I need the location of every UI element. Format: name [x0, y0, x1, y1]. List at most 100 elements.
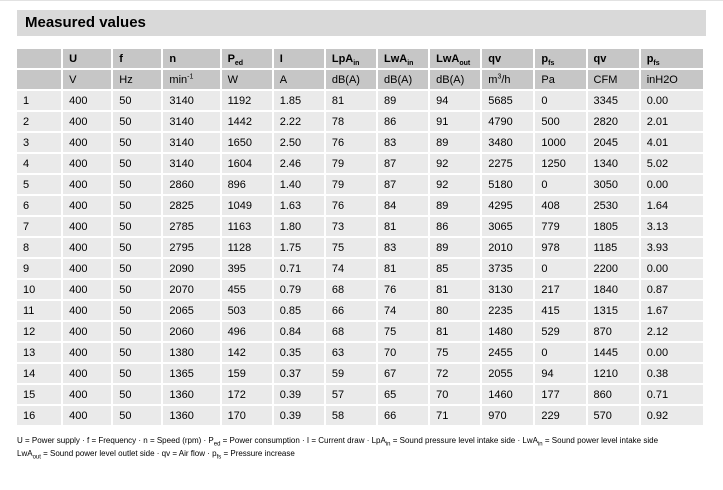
- cell-r8-lpa_in: 75: [325, 238, 376, 257]
- cell-r2-i: 2.22: [273, 112, 324, 131]
- cell-r12-ped: 496: [221, 322, 272, 341]
- cell-r10-index: 10: [17, 280, 62, 299]
- cell-r16-lwa_in: 66: [377, 406, 429, 425]
- text-sup: 3: [497, 72, 502, 80]
- cell-r4-lwa_out: 92: [430, 154, 481, 173]
- cell-r15-f: 50: [113, 385, 162, 404]
- cell-r6-lwa_in: 84: [377, 196, 429, 215]
- cell-r5-lwa_out: 92: [430, 175, 481, 194]
- col-unit-index: [17, 70, 62, 89]
- text-sub: fs: [548, 59, 555, 67]
- cell-r12-pfs_pa: 529: [535, 322, 586, 341]
- cell-r10-f: 50: [113, 280, 162, 299]
- cell-r9-ped: 395: [221, 259, 272, 278]
- text: P: [227, 52, 235, 65]
- text: W: [227, 73, 238, 86]
- table-row-4: 4 400 50 3140 1604 2.46 79 87 92 2275 1250 1340 5.02: [17, 154, 703, 173]
- cell-r13-pfs_inh2o: 0.00: [640, 343, 703, 362]
- text: p: [541, 52, 549, 65]
- text-sub: in: [407, 59, 414, 67]
- cell-r5-n: 2860: [163, 175, 220, 194]
- cell-r5-index: 5: [17, 175, 62, 194]
- cell-r2-f: 50: [113, 112, 162, 131]
- cell-r3-n: 3140: [163, 133, 220, 152]
- cell-r1-lpa_in: 81: [325, 91, 376, 110]
- col-unit-qv_m3h: m3/h: [482, 70, 534, 89]
- col-unit-pfs_pa: Pa: [535, 70, 586, 89]
- cell-r6-u: 400: [63, 196, 112, 215]
- text: Hz: [119, 73, 133, 86]
- cell-r2-pfs_inh2o: 2.01: [640, 112, 703, 131]
- cell-r1-i: 1.85: [273, 91, 324, 110]
- cell-r14-i: 0.37: [273, 364, 324, 383]
- cell-r14-u: 400: [63, 364, 112, 383]
- table-row-10: 10 400 50 2070 455 0.79 68 76 81 3130 217 1840 0.87: [17, 280, 703, 299]
- col-unit-lpa_in: dB(A): [325, 70, 376, 89]
- cell-r15-lpa_in: 57: [325, 385, 376, 404]
- table-row-7: 7 400 50 2785 1163 1.80 73 81 86 3065 779 1805 3.13: [17, 217, 703, 236]
- cell-r7-u: 400: [63, 217, 112, 236]
- cell-r14-lwa_out: 72: [430, 364, 481, 383]
- col-header-qv_m3h: qv: [482, 49, 534, 68]
- cell-r4-f: 50: [113, 154, 162, 173]
- text: LpA: [331, 52, 354, 65]
- cell-r7-pfs_inh2o: 3.13: [640, 217, 703, 236]
- text: /h: [501, 73, 511, 86]
- table-row-2: 2 400 50 3140 1442 2.22 78 86 91 4790 500 2820 2.01: [17, 112, 703, 131]
- cell-r11-index: 11: [17, 301, 62, 320]
- cell-r14-pfs_inh2o: 0.38: [640, 364, 703, 383]
- cell-r2-qv_m3h: 4790: [482, 112, 534, 131]
- col-header-ped: Ped: [221, 49, 272, 68]
- cell-r14-f: 50: [113, 364, 162, 383]
- cell-r4-qv_cfm: 1340: [587, 154, 639, 173]
- cell-r10-ped: 455: [221, 280, 272, 299]
- cell-r3-u: 400: [63, 133, 112, 152]
- cell-r12-qv_m3h: 1480: [482, 322, 534, 341]
- cell-r12-u: 400: [63, 322, 112, 341]
- text-sub: ed: [213, 441, 221, 448]
- col-unit-f: Hz: [113, 70, 162, 89]
- cell-r14-lpa_in: 59: [325, 364, 376, 383]
- cell-r16-index: 16: [17, 406, 62, 425]
- table-row-16: 16 400 50 1360 170 0.39 58 66 71 970 229 570 0.92: [17, 406, 703, 425]
- cell-r9-index: 9: [17, 259, 62, 278]
- cell-r2-u: 400: [63, 112, 112, 131]
- cell-r5-f: 50: [113, 175, 162, 194]
- col-unit-i: A: [273, 70, 324, 89]
- cell-r12-index: 12: [17, 322, 62, 341]
- cell-r8-pfs_pa: 978: [535, 238, 586, 257]
- cell-r1-ped: 1192: [221, 91, 272, 110]
- text: = Sound power level intake side: [542, 436, 659, 445]
- table-row-15: 15 400 50 1360 172 0.39 57 65 70 1460 177 860 0.71: [17, 385, 703, 404]
- cell-r8-index: 8: [17, 238, 62, 257]
- cell-r12-lwa_out: 81: [430, 322, 481, 341]
- cell-r15-index: 15: [17, 385, 62, 404]
- cell-r15-pfs_pa: 177: [535, 385, 586, 404]
- footnote: U = Power supply · f = Frequency · n = S…: [17, 434, 706, 461]
- cell-r1-pfs_inh2o: 0.00: [640, 91, 703, 110]
- text: V: [69, 73, 77, 86]
- cell-r9-qv_m3h: 3735: [482, 259, 534, 278]
- cell-r8-f: 50: [113, 238, 162, 257]
- cell-r1-qv_cfm: 3345: [587, 91, 639, 110]
- cell-r6-index: 6: [17, 196, 62, 215]
- cell-r3-index: 3: [17, 133, 62, 152]
- cell-r11-qv_m3h: 2235: [482, 301, 534, 320]
- cell-r5-pfs_pa: 0: [535, 175, 586, 194]
- cell-r4-pfs_pa: 1250: [535, 154, 586, 173]
- text: m: [488, 73, 498, 86]
- cell-r8-n: 2795: [163, 238, 220, 257]
- cell-r1-f: 50: [113, 91, 162, 110]
- cell-r16-qv_m3h: 970: [482, 406, 534, 425]
- cell-r7-lpa_in: 73: [325, 217, 376, 236]
- cell-r9-pfs_pa: 0: [535, 259, 586, 278]
- cell-r5-u: 400: [63, 175, 112, 194]
- cell-r13-u: 400: [63, 343, 112, 362]
- cell-r1-lwa_in: 89: [377, 91, 429, 110]
- cell-r2-lpa_in: 78: [325, 112, 376, 131]
- text: I: [279, 52, 283, 65]
- text: min: [169, 73, 188, 86]
